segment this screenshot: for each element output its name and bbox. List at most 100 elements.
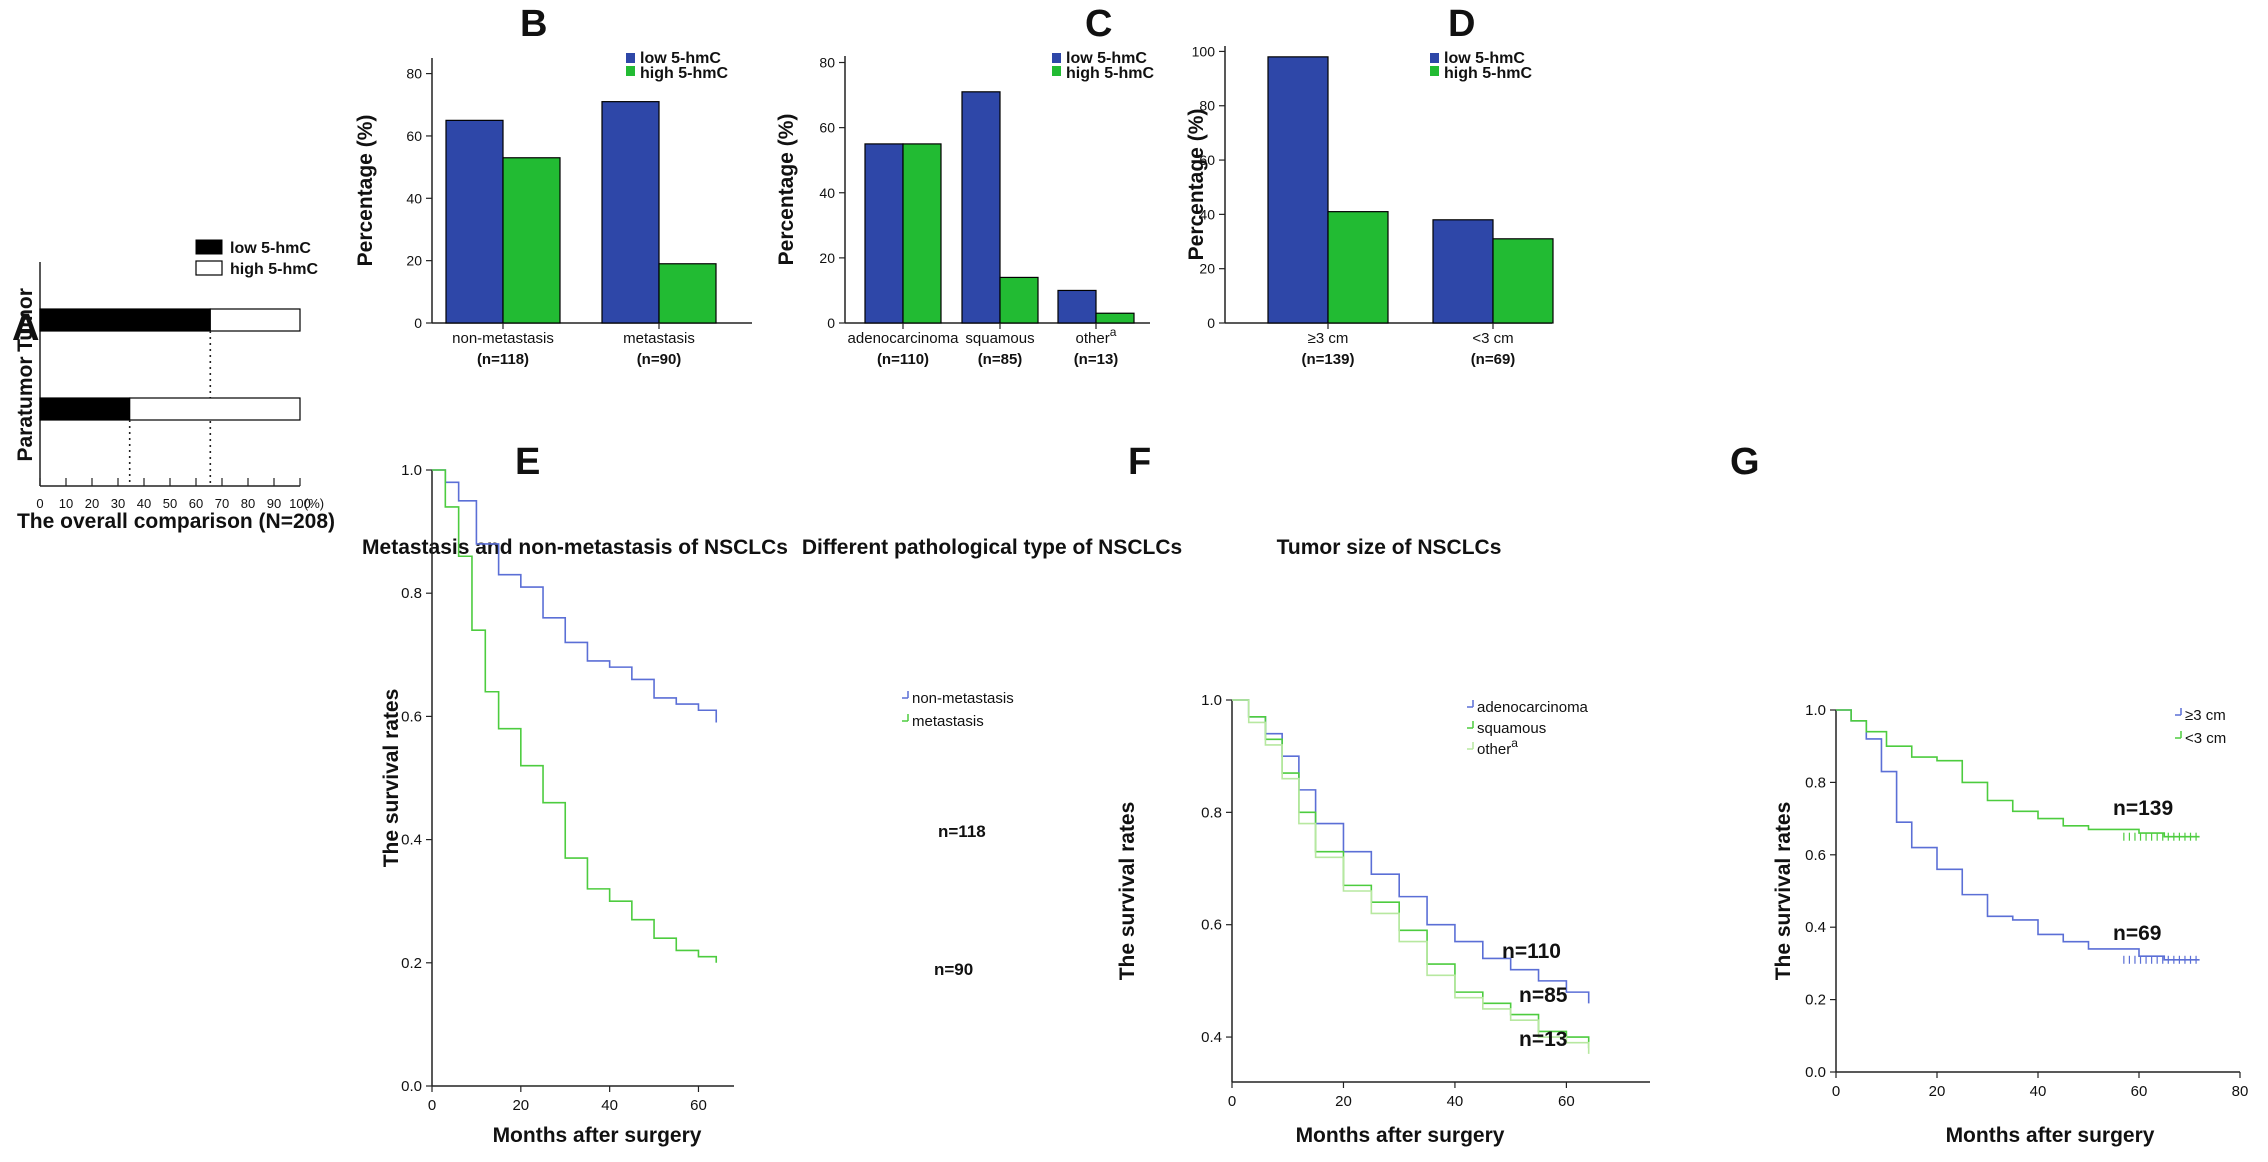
y-axis-title: The survival rates [380, 689, 403, 868]
legend-label-high: high 5-hmC [1444, 65, 1532, 82]
tick-label-x: 0 [1832, 1083, 1840, 1100]
bar-high-tumor [209, 308, 301, 332]
panel-label-c: C [1085, 3, 1112, 45]
legend-label-text: <3 cm [2185, 730, 2226, 747]
legend-label: othera [1477, 736, 1518, 758]
panel-g-chart: 0.0 0.2 0.4 0.6 0.8 1.0 0 20 40 60 80 The survival … [1772, 702, 2248, 1147]
tick-label-x: 40 [1447, 1093, 1464, 1110]
tick-label-x: 60 [690, 1097, 707, 1114]
tick-label-x: 50 [163, 496, 177, 511]
tick-label-x: 0 [428, 1097, 436, 1114]
category-label: metastasis [623, 330, 695, 347]
legend-swatch-high [1052, 66, 1061, 76]
legend-label-low: low 5-hmC [230, 240, 311, 257]
category-n-label: (n=85) [978, 351, 1023, 368]
tick-label-x: 40 [601, 1097, 618, 1114]
tick-label-y: 0.4 [1201, 1029, 1222, 1046]
x-axis-title: Months after surgery [1296, 1124, 1505, 1147]
legend-label-text: metastasis [912, 713, 984, 730]
legend-swatch-low [1052, 53, 1061, 63]
legend-swatch-low [626, 53, 635, 63]
legend-swatch-high [195, 260, 223, 276]
panel-b-chart: 0 20 40 60 80 Percentage (%) non-metastasis (n=… [354, 50, 788, 559]
tick-label-x: 0 [36, 496, 43, 511]
legend-swatch-low [1430, 53, 1439, 63]
category-n-label: (n=90) [637, 351, 682, 368]
legend-label-text: ≥3 cm [2185, 707, 2226, 724]
y-axis-title: Percentage (%) [775, 114, 798, 266]
legend-label: <3 cm [2185, 730, 2226, 747]
bar-high [658, 263, 717, 324]
x-axis-title: Different pathological type of NSCLCs [802, 536, 1182, 559]
category-n-label: (n=13) [1074, 351, 1119, 368]
tick-label-y: 0 [414, 315, 422, 331]
curve-annotation: n=139 [2113, 797, 2173, 820]
tick-label-y: 40 [406, 190, 422, 206]
tick-label-y: 0.0 [401, 1078, 422, 1095]
tick-label-x: 70 [215, 496, 229, 511]
tick-label-y: 0 [827, 315, 835, 331]
tick-label-y: 0.8 [1201, 804, 1222, 821]
bar-low [961, 91, 1001, 324]
tick-label-y: 0 [1207, 315, 1215, 331]
survival-curve [1232, 699, 1590, 1054]
curve-annotation: n=13 [1519, 1028, 1567, 1051]
category-label-text: metastasis [623, 330, 695, 347]
legend-label-low: low 5-hmC [640, 50, 721, 67]
category-label-text: other [1076, 330, 1110, 347]
bar-low [1057, 289, 1097, 324]
survival-curve [1836, 709, 2200, 838]
tick-label-x: 60 [2131, 1083, 2148, 1100]
tick-label-y: 0.4 [401, 832, 422, 849]
survival-curve [1836, 709, 2200, 961]
legend-label: ≥3 cm [2185, 707, 2226, 724]
curve-annotation: n=90 [934, 960, 973, 979]
y-axis-title: Percentage (%) [1185, 109, 1208, 261]
panel-label-a: A [12, 307, 39, 349]
tick-label-y: 100 [1192, 43, 1216, 59]
tick-label-y: 40 [819, 185, 835, 201]
x-axis-title: Months after surgery [1946, 1124, 2155, 1147]
legend-label-sup: a [1511, 736, 1518, 750]
tick-label-x: 60 [189, 496, 203, 511]
tick-label-y: 0.6 [1201, 917, 1222, 934]
bar-low [1432, 219, 1494, 324]
category-n-label: (n=69) [1471, 351, 1516, 368]
bar-low [1267, 56, 1329, 324]
tick-label-y: 0.4 [1805, 919, 1826, 936]
x-axis-title: Metastasis and non-metastasis of NSCLCs [362, 536, 788, 559]
curve-annotation: n=85 [1519, 984, 1568, 1007]
category-label: squamous [965, 330, 1034, 347]
tick-label-y: 1.0 [1201, 692, 1222, 709]
survival-curve [432, 469, 718, 723]
category-label-sup: a [1110, 325, 1117, 339]
bar-low [601, 101, 660, 324]
panel-f-chart: 0.4 0.6 0.8 1.0 0 20 40 60 The survival rates Mon… [1116, 692, 1650, 1147]
tick-label-x: 20 [85, 496, 99, 511]
legend-label-text: squamous [1477, 720, 1546, 737]
panel-label-e: E [515, 441, 540, 483]
panel-d-chart: 0 20 40 60 80 100 Percentage (%) ≥3 cm (n=139) <3… [1185, 43, 1554, 559]
tick-label-y: 60 [1199, 152, 1215, 168]
x-unit: (%) [304, 496, 324, 511]
tick-label-y: 20 [406, 253, 422, 269]
category-label-tumor: Tumor [14, 288, 37, 352]
bar-low-paratumor [39, 397, 131, 421]
category-label-text: non-metastasis [452, 330, 554, 347]
legend-swatch-low [195, 239, 223, 255]
legend-swatch-high [626, 66, 635, 76]
tick-label-x: 40 [137, 496, 151, 511]
category-label: <3 cm [1472, 330, 1513, 347]
tick-label-y: 80 [819, 55, 835, 71]
y-axis-title: The survival rates [1772, 802, 1795, 981]
tick-label-y: 0.0 [1805, 1064, 1826, 1081]
y-axis-title: The survival rates [1116, 802, 1139, 981]
tick-label-x: 80 [2232, 1083, 2249, 1100]
tick-label-x: 10 [59, 496, 73, 511]
legend-label: adenocarcinoma [1477, 699, 1589, 716]
bar-high [502, 157, 561, 324]
category-label-paratumor: Paratumor [14, 356, 37, 461]
tick-label-y: 20 [819, 250, 835, 266]
panel-e-chart: 0.0 0.2 0.4 0.6 0.8 1.0 0 20 40 60 The survival ra… [380, 462, 1014, 1147]
